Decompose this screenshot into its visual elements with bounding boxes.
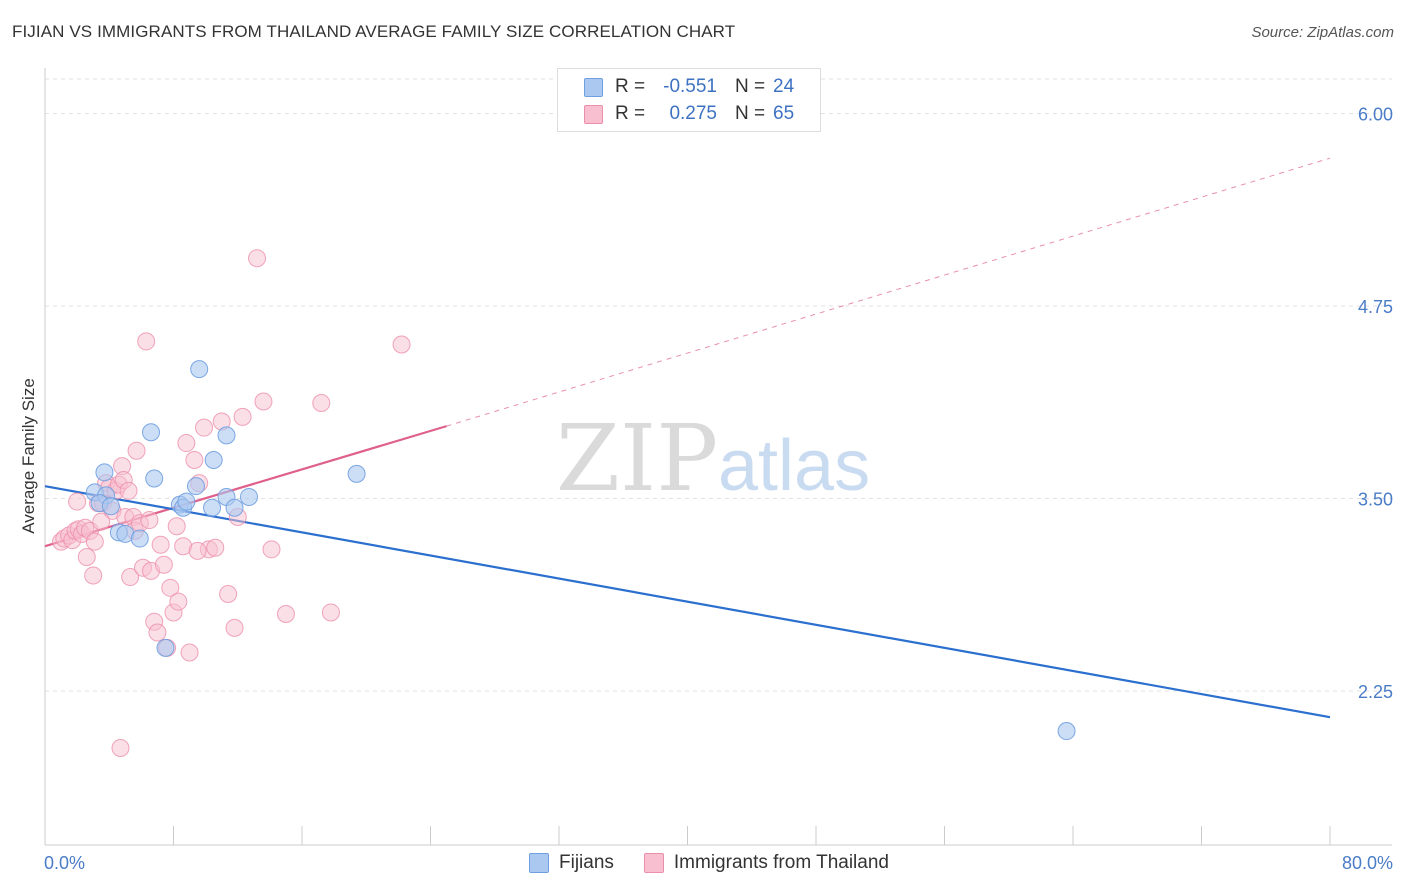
watermark: ZIP atlas	[556, 405, 870, 512]
point-thailand	[276, 605, 295, 623]
point-thailand	[254, 392, 273, 411]
trend-lines	[44, 157, 1331, 719]
point-thailand	[195, 418, 214, 437]
legend-n-label: N =	[735, 103, 766, 124]
trend-line-fijians	[44, 485, 1331, 719]
point-thailand	[169, 592, 188, 611]
correlation-legend: R = -0.551 N = 24 R = 0.275 N = 65	[557, 68, 821, 132]
legend-r-value: -0.551	[663, 76, 717, 97]
legend-row-fijians: R = -0.551 N = 24	[584, 75, 794, 99]
point-thailand	[92, 512, 111, 531]
point-thailand	[154, 555, 173, 574]
point-thailand	[161, 578, 180, 597]
point-thailand	[262, 540, 281, 559]
y-tick-label: 2.25	[1358, 682, 1393, 702]
point-thailand	[188, 541, 207, 560]
legend-label-thailand: Immigrants from Thailand	[673, 852, 889, 873]
legend-swatch-thailand	[643, 853, 664, 873]
point-fijians	[1057, 722, 1076, 741]
x-tick-labels: 0.0% 80.0%	[44, 853, 1393, 873]
data-points	[52, 249, 1076, 757]
y-tick-label: 4.75	[1358, 297, 1393, 317]
x-tick-label: 80.0%	[1342, 853, 1393, 873]
legend-swatch-fijians	[529, 853, 549, 873]
point-fijians	[204, 451, 223, 469]
legend-r-label: R =	[615, 76, 646, 97]
legend-row-thailand: R = 0.275 N = 65	[584, 102, 794, 126]
trend-line-thailand-extension	[446, 157, 1331, 427]
point-fijians	[142, 423, 161, 442]
series-legend: Fijians Immigrants from Thailand	[529, 852, 919, 874]
legend-n-label: N =	[735, 76, 766, 97]
point-thailand	[392, 335, 411, 354]
point-thailand	[121, 568, 140, 587]
y-tick-labels: 2.25 3.50 4.75 6.00	[1358, 105, 1393, 703]
point-fijians	[217, 426, 236, 445]
point-fijians	[203, 498, 222, 517]
point-thailand	[225, 618, 244, 637]
chart-title: FIJIAN VS IMMIGRANTS FROM THAILAND AVERA…	[12, 22, 736, 41]
point-fijians	[190, 360, 209, 379]
point-thailand	[233, 407, 252, 426]
legend-swatch-fijians	[584, 77, 603, 97]
point-thailand	[185, 451, 204, 469]
point-thailand	[68, 492, 87, 511]
y-axis-label: Average Family Size	[19, 378, 38, 534]
legend-r-label: R =	[615, 103, 646, 124]
point-fijians	[177, 492, 196, 511]
legend-item-fijians: Fijians	[529, 852, 614, 874]
point-fijians	[130, 529, 149, 548]
point-thailand	[219, 584, 238, 603]
point-thailand	[206, 538, 225, 557]
watermark-atlas: atlas	[718, 426, 870, 506]
point-thailand	[119, 481, 138, 500]
point-thailand	[148, 623, 167, 642]
legend-item-thailand: Immigrants from Thailand	[643, 852, 889, 874]
point-fijians	[101, 497, 120, 516]
point-thailand	[127, 441, 146, 460]
axes	[44, 68, 1392, 846]
point-thailand	[77, 548, 96, 567]
legend-label-fijians: Fijians	[559, 852, 614, 873]
point-thailand	[321, 603, 340, 622]
watermark-zip: ZIP	[556, 405, 718, 512]
point-fijians	[156, 638, 175, 657]
point-thailand	[167, 517, 186, 536]
trend-line-thailand	[44, 425, 447, 548]
point-thailand	[180, 643, 199, 662]
legend-r-value: 0.275	[669, 103, 717, 124]
y-tick-label: 3.50	[1358, 490, 1393, 510]
point-thailand	[312, 394, 331, 413]
x-tick-label: 0.0%	[44, 853, 85, 873]
legend-n-value: 24	[773, 76, 795, 97]
legend-swatch-thailand	[584, 104, 603, 124]
point-fijians	[347, 464, 366, 483]
grid-lines	[45, 78, 1392, 692]
point-thailand	[84, 566, 103, 585]
point-thailand	[111, 738, 130, 757]
point-fijians	[225, 498, 244, 517]
legend-n-value: 65	[773, 103, 795, 124]
point-fijians	[145, 469, 164, 488]
point-thailand	[151, 535, 170, 554]
point-thailand	[137, 332, 156, 351]
point-fijians	[239, 487, 258, 506]
point-thailand	[248, 249, 267, 268]
source-label: Source: ZipAtlas.com	[1251, 24, 1394, 41]
point-fijians	[95, 463, 114, 482]
point-fijians	[186, 477, 205, 496]
point-thailand	[140, 511, 159, 530]
point-thailand	[85, 532, 104, 551]
point-thailand	[177, 434, 196, 453]
y-tick-label: 6.00	[1358, 105, 1393, 125]
